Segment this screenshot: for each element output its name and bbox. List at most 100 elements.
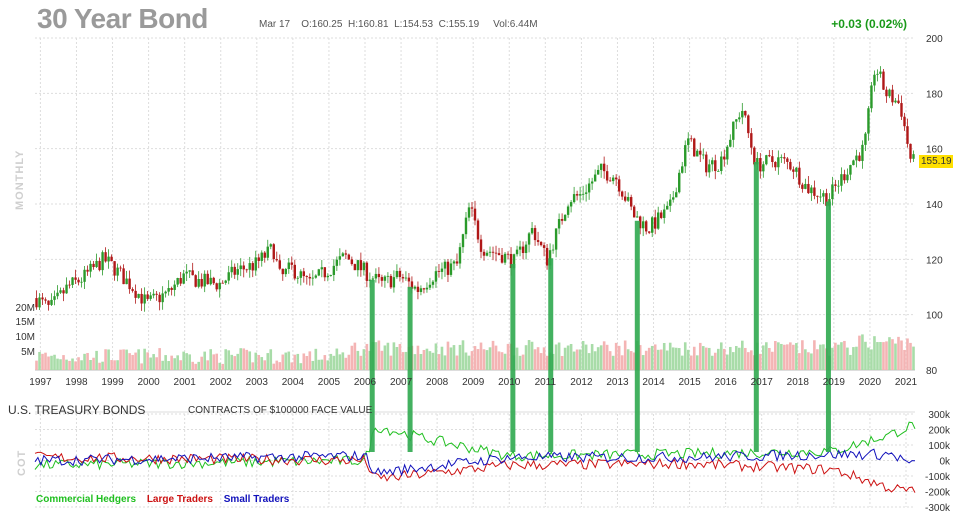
candle-body [98,260,101,271]
candle-body [572,194,576,203]
candle-body [185,271,188,274]
volume-bar [536,347,540,370]
volume-bar [179,360,182,370]
volume-bar [810,353,813,370]
candle-body [846,174,849,181]
candle-body [723,156,726,160]
candle-body [275,259,278,261]
volume-bar [287,351,291,370]
price-tick-label: 100 [926,311,943,322]
candle-body [272,244,275,260]
candle-body [56,292,59,297]
volume-bar [656,349,660,370]
candle-body [762,164,765,172]
cot-line-commercial-hedgers [34,421,916,471]
candle-body [741,110,744,118]
volume-bar [882,342,885,370]
timeframe-label: MONTHLY [14,149,26,210]
candle-body [176,277,179,285]
candle-body [104,252,107,262]
volume-bar [599,345,603,370]
candle-body [245,269,248,271]
candle-body [638,216,642,229]
candle-body [467,207,471,218]
volume-bar [617,345,621,370]
candle-body [188,270,191,272]
price-tick-label: 140 [926,200,943,211]
price-change: +0.03 (0.02%) [831,17,907,31]
candle-body [684,145,687,167]
volume-bar [335,348,339,370]
candle-body [434,271,438,282]
volume-tick-label: 5M [21,347,35,358]
volume-bar [689,355,693,370]
candle-body [119,267,122,269]
volume-bar [218,362,222,370]
volume-bar [425,348,429,370]
candle-body [533,228,537,241]
volume-bar [446,341,450,370]
candle-body [663,209,666,218]
candle-body [101,252,104,271]
volume-bar [65,359,68,370]
candle-body [641,221,645,229]
candle-body [669,199,672,206]
candle-body [371,278,375,280]
volume-bar [116,360,119,370]
candle-body [215,283,218,290]
volume-bar [632,352,636,370]
price-tick-label: 200 [926,34,943,45]
candle-body [107,256,110,262]
candle-body [299,271,303,278]
ohlc-stats: Mar 17 O:160.25 H:160.81 L:154.53 C:155.… [259,19,538,30]
candle-body [212,277,215,284]
candle-body [407,277,411,282]
volume-bar [683,342,687,370]
candle-body [182,273,185,284]
volume-bar [494,345,498,370]
x-tick-label: 1999 [101,377,124,388]
candle-body [125,278,128,285]
candle-body [524,244,528,254]
volume-bar [341,352,345,370]
axes-labels: 1997 1998 1999 2000 2001 2002 2003 2004 2005 2006… [16,34,951,514]
candle-body [771,156,774,163]
candle-body [599,163,603,170]
volume-bar [239,348,243,370]
candle-body [527,233,531,245]
volume-bar [897,336,900,370]
volume-bar [503,353,507,370]
volume-bar [314,348,318,370]
candle-body [41,297,44,300]
volume-bar [260,357,264,370]
volume-bar [377,340,381,370]
candle-body [383,276,387,281]
volume-bar [485,350,489,370]
volume-bar [759,353,762,370]
stat-high: H:160.81 [347,19,389,30]
volume-bar [813,340,816,370]
candle-body [329,275,333,276]
volume-bar [596,347,600,370]
candle-body [191,270,194,276]
candle-body [392,277,396,288]
candle-body [858,155,861,161]
candle-body [795,167,798,172]
candle-body [410,281,414,289]
volume-bar [365,343,369,370]
candle-body [419,288,423,292]
candle-body [128,278,131,290]
volume-bar [674,347,678,370]
candle-body [813,187,816,196]
volume-bar [819,344,822,370]
candle-body [717,170,720,172]
volume-bar [44,352,47,370]
candle-body [239,265,242,270]
candle-body [548,250,552,266]
volume-bar [888,337,891,370]
cot-signal-marker [407,286,413,452]
candle-body [593,174,597,182]
stat-volume: Vol:6.44M [493,19,538,30]
candle-body [521,246,525,254]
volume-bar [62,355,65,370]
